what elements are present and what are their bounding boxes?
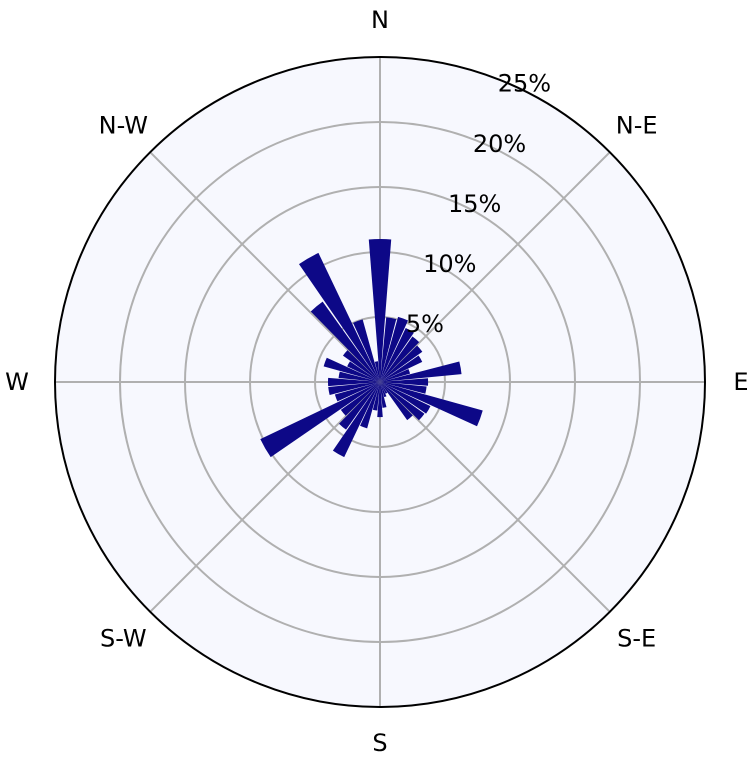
polar-outline	[54, 56, 706, 708]
direction-label-e: E	[733, 368, 748, 396]
grid-spoke-n-e	[379, 151, 611, 383]
direction-label-s-w: S-W	[100, 625, 147, 653]
radial-tick-label-10: 10%	[423, 250, 476, 278]
bar-20deg	[380, 316, 409, 382]
radial-tick-labels: 5% 10% 15% 20% 25%	[406, 70, 551, 338]
bar-270deg	[328, 377, 380, 387]
bar-250deg	[334, 382, 380, 402]
bar-140deg	[380, 382, 413, 421]
direction-label-s: S	[372, 729, 387, 757]
bar-130deg	[380, 382, 425, 421]
bar-230deg	[340, 382, 380, 416]
bar-150deg	[380, 382, 388, 394]
direction-label-n-w: N-W	[99, 111, 148, 139]
grid-spoke-s-e	[379, 381, 611, 613]
bar-200deg	[360, 382, 380, 429]
direction-label-w: W	[5, 368, 29, 396]
bar-50deg	[380, 345, 423, 382]
bar-350deg	[374, 361, 380, 382]
radial-tick-label-20: 20%	[473, 130, 526, 158]
grid-spoke-s-w	[149, 381, 381, 613]
bar-280deg	[338, 371, 380, 382]
radial-tick-label-15: 15%	[448, 190, 501, 218]
direction-label-n: N	[371, 6, 389, 34]
bar-210deg	[332, 382, 380, 458]
bar-170deg	[380, 382, 387, 408]
bar-320deg	[310, 301, 380, 382]
bar-30deg	[380, 328, 414, 382]
bar-120deg	[380, 382, 431, 414]
bar-340deg	[353, 319, 380, 382]
bar-160deg	[380, 382, 387, 398]
radial-tick-label-25: 25%	[498, 70, 551, 98]
bar-310deg	[342, 350, 380, 382]
radial-tick-label-5: 5%	[406, 310, 444, 338]
grid-spoke-n-w	[149, 151, 381, 383]
bar-90deg	[380, 378, 429, 386]
bar-300deg	[347, 361, 380, 382]
bar-70deg	[380, 369, 411, 382]
bar-260deg	[328, 382, 380, 396]
bar-0deg	[368, 239, 392, 382]
bar-240deg	[260, 382, 380, 458]
bar-10deg	[380, 317, 397, 382]
bar-40deg	[380, 336, 420, 382]
bar-290deg	[323, 357, 380, 382]
grid-lines	[55, 57, 705, 707]
bar-180deg	[377, 382, 383, 418]
bars	[260, 239, 483, 458]
bar-60deg	[380, 355, 423, 382]
bar-220deg	[338, 382, 380, 430]
bar-190deg	[372, 382, 380, 411]
direction-label-s-e: S-E	[617, 625, 656, 653]
bar-100deg	[380, 382, 427, 394]
bar-110deg	[380, 382, 483, 427]
bar-80deg	[380, 361, 462, 382]
bar-330deg	[299, 252, 380, 382]
direction-labels: N N-E E S-E S S-W W N-W	[5, 6, 748, 757]
direction-label-n-e: N-E	[616, 111, 658, 139]
